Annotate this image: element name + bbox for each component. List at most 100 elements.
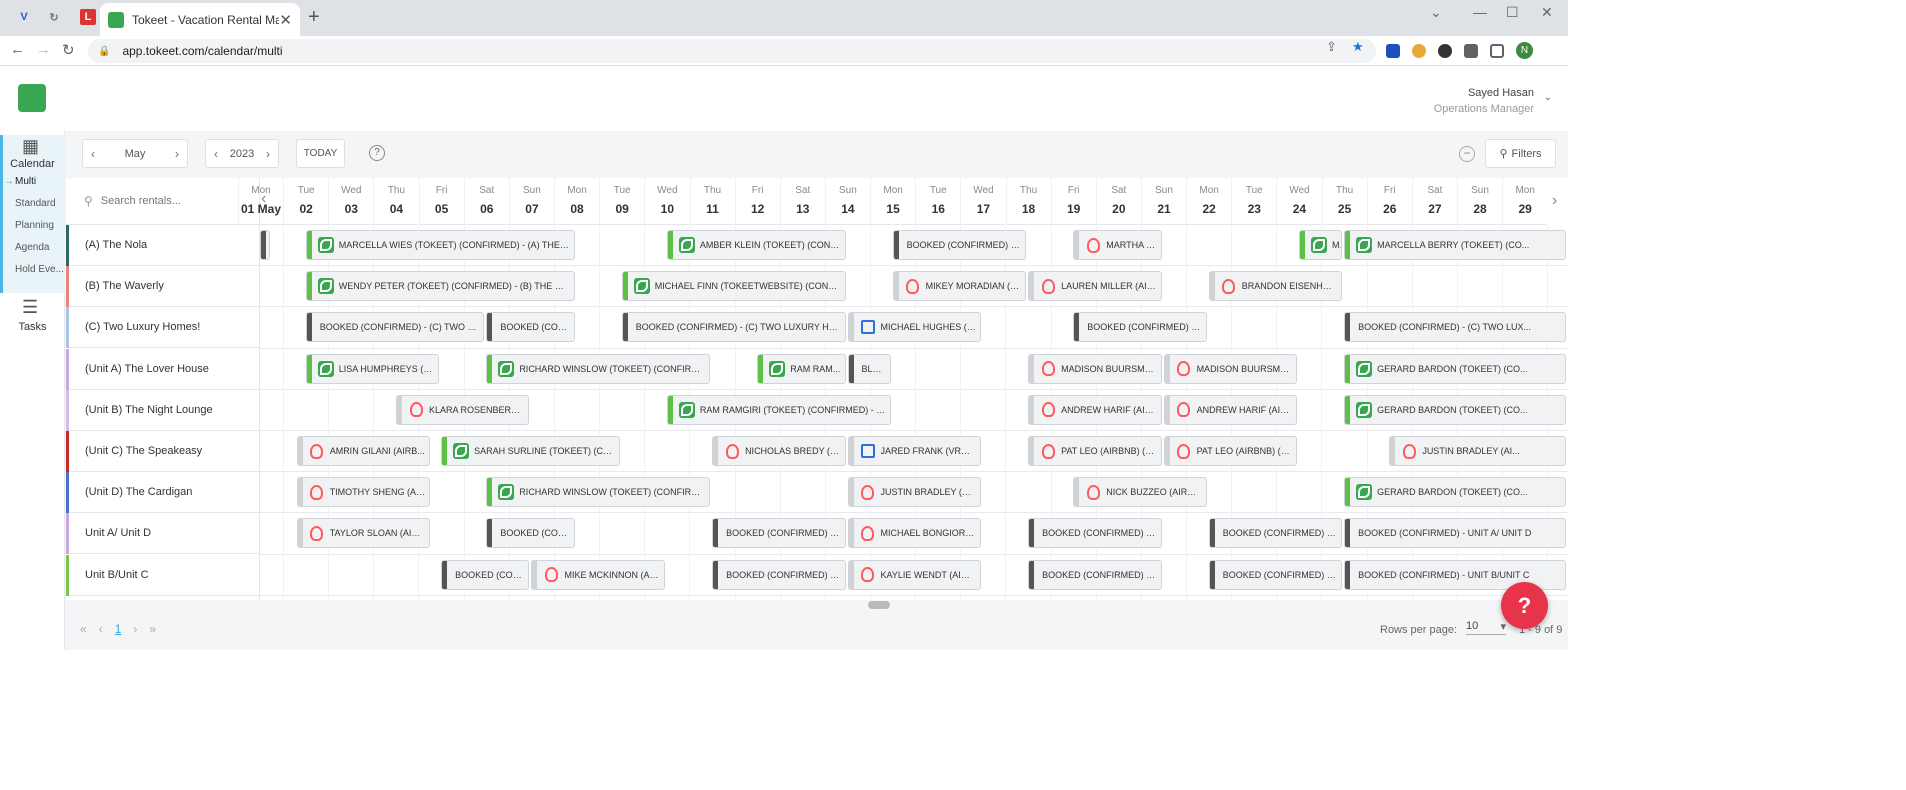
booking-event[interactable]: LISA HUMPHREYS (T... xyxy=(305,353,440,384)
next-month-icon[interactable]: › xyxy=(175,146,179,161)
new-tab-icon[interactable]: + xyxy=(308,6,320,28)
booking-event[interactable]: BOOKED (CONFIRMED) - (A) THE NOLA xyxy=(260,230,270,260)
booking-event[interactable]: RAM RAMGIRI (TOKEET) (CONFIRMED) - (UN..… xyxy=(666,394,891,425)
booking-event[interactable]: BOOKED (CONFIRMED) - U... xyxy=(1208,518,1343,549)
v-extension-icon[interactable] xyxy=(1386,44,1400,58)
rental-row-label[interactable]: (Unit A) The Lover House xyxy=(66,348,259,390)
day-header[interactable]: Tue 02 xyxy=(283,178,329,225)
booking-event[interactable]: KLARA ROSENBERG (... xyxy=(396,394,530,425)
omnibox[interactable]: 🔒 app.tokeet.com/calendar/multi xyxy=(88,39,1376,63)
day-header[interactable]: Thu 04 xyxy=(373,178,419,225)
filters-button[interactable]: ⚲ Filters xyxy=(1485,139,1556,168)
day-header[interactable]: Wed 03 xyxy=(328,178,374,225)
tasks-icon[interactable]: ☰ xyxy=(22,297,39,317)
year-selector[interactable]: ‹ 2023 › xyxy=(205,139,279,168)
rental-row-label[interactable]: Unit B/Unit C xyxy=(66,554,259,596)
day-header[interactable]: Mon 22 xyxy=(1186,178,1232,225)
sidebar-item-multi[interactable]: Multi xyxy=(15,176,37,187)
help-icon[interactable]: ? xyxy=(369,145,385,161)
booking-event[interactable]: GERARD BARDON (TOKEET) (CO... xyxy=(1344,353,1566,384)
booking-event[interactable]: MARCELLA WIES (TOKEET) (CONFIRMED) - (A)… xyxy=(305,230,575,260)
booking-event[interactable]: BOOKED (CONFIRMED) - (C) TWO LUXURY HOME… xyxy=(621,312,846,343)
day-header[interactable]: Sun 07 xyxy=(508,178,554,225)
rental-row-label[interactable]: (Unit D) The Cardigan xyxy=(66,472,259,514)
rental-row-label[interactable]: (C) Two Luxury Homes! xyxy=(66,307,259,349)
booking-event[interactable]: BOOKED (CONFIRMED) - U... xyxy=(712,518,846,549)
bookmark-star-icon[interactable]: ★ xyxy=(1352,39,1364,54)
booking-event[interactable]: MICHAEL BONGIORN... xyxy=(847,518,981,549)
scroll-right-icon[interactable]: › xyxy=(1552,192,1558,209)
day-header[interactable]: Sat 20 xyxy=(1095,178,1141,225)
collapse-icon[interactable]: − xyxy=(1459,146,1475,162)
booking-event[interactable]: AMRIN GILANI (AIRB... xyxy=(296,436,431,466)
booking-event[interactable]: NICHOLAS BREDY (AI... xyxy=(712,436,846,466)
booking-event[interactable]: M xyxy=(1299,230,1343,260)
rows-per-page-select[interactable]: 10 xyxy=(1466,620,1506,635)
sidebar-item-standard[interactable]: Standard xyxy=(15,198,56,209)
booking-event[interactable]: BOOKED (CONFIRMED) - (C) TWO LUX... xyxy=(1344,312,1566,343)
close-tab-icon[interactable]: ✕ xyxy=(279,11,292,29)
booking-event[interactable]: MADISON BUURSMA (... xyxy=(1163,353,1297,384)
day-header[interactable]: Fri 05 xyxy=(418,178,464,225)
booking-event[interactable]: SARAH SURLINE (TOKEET) (CON... xyxy=(441,436,620,466)
booking-event[interactable]: MARTHA B... xyxy=(1073,230,1162,260)
tokeet-logo[interactable] xyxy=(18,84,46,112)
close-window-icon[interactable]: ✕ xyxy=(1541,4,1553,20)
search-input[interactable] xyxy=(100,195,251,207)
booking-event[interactable]: MICHAEL FINN (TOKEETWEBSITE) (CONFIR... xyxy=(621,271,846,302)
day-header[interactable]: Wed 24 xyxy=(1276,178,1322,225)
first-page-icon[interactable]: « xyxy=(80,622,87,636)
back-icon[interactable]: ← xyxy=(10,41,25,58)
day-header[interactable]: Tue 16 xyxy=(915,178,961,225)
next-page-icon[interactable]: › xyxy=(133,622,138,636)
day-header[interactable]: Mon 29 xyxy=(1502,178,1548,225)
day-header[interactable]: Thu 18 xyxy=(1005,178,1051,225)
booking-event[interactable]: PAT LEO (AIRBNB) (C... xyxy=(1163,436,1297,466)
chevron-down-icon[interactable]: ⌄ xyxy=(1430,4,1442,20)
booking-event[interactable]: BOOKED (CONFIRMED) - U... xyxy=(1208,559,1343,590)
prev-month-icon[interactable]: ‹ xyxy=(91,146,95,161)
v-extension-tab-icon[interactable]: V xyxy=(20,11,28,23)
booking-event[interactable]: BLO... xyxy=(847,353,891,384)
day-header[interactable]: Wed 17 xyxy=(960,178,1006,225)
rental-row-label[interactable]: (A) The Nola xyxy=(66,225,259,266)
booking-event[interactable]: BOOKED (CONFIRMED) - UNIT A/ UNIT D xyxy=(1344,518,1566,549)
sidebar-tasks-label[interactable]: Tasks xyxy=(18,321,47,333)
rental-row-label[interactable]: (Unit B) The Night Lounge xyxy=(66,389,259,431)
reload-icon[interactable]: ↻ xyxy=(62,42,75,59)
booking-event[interactable]: MIKE MCKINNON (AIR... xyxy=(531,559,665,590)
current-page[interactable]: 1 xyxy=(114,622,122,636)
day-header[interactable]: Fri 19 xyxy=(1050,178,1096,225)
booking-event[interactable]: BOOKED (CONFIRMED) - (C... xyxy=(1073,312,1207,343)
booking-event[interactable]: ANDREW HARIF (AIRB... xyxy=(1028,394,1162,425)
rental-row-label[interactable]: (B) The Waverly xyxy=(66,266,259,308)
booking-event[interactable]: TAYLOR SLOAN (AIRB... xyxy=(296,518,431,549)
booking-event[interactable]: RICHARD WINSLOW (TOKEET) (CONFIRMED... xyxy=(486,353,711,384)
booking-event[interactable]: MADISON BUURSMA (... xyxy=(1028,353,1162,384)
booking-event[interactable]: LAUREN MILLER (AIRBNB) (CON... xyxy=(1028,271,1162,302)
prev-page-icon[interactable]: ‹ xyxy=(98,622,103,636)
booking-event[interactable]: BOOKED (CONFIRMED) - U... xyxy=(892,230,1027,260)
booking-event[interactable]: BRANDON EISENHAR... xyxy=(1208,271,1343,302)
reload-tab-icon[interactable]: ↻ xyxy=(49,11,59,24)
day-header[interactable]: Sat 13 xyxy=(779,178,825,225)
day-header[interactable]: Sun 21 xyxy=(1141,178,1186,225)
sidebar-item-agenda[interactable]: Agenda xyxy=(15,242,50,253)
month-selector[interactable]: ‹ May › xyxy=(82,139,188,168)
day-header[interactable]: Fri 26 xyxy=(1366,178,1412,225)
today-button[interactable]: TODAY xyxy=(296,139,345,168)
booking-event[interactable]: JUSTIN BRADLEY (AI... xyxy=(847,477,981,508)
forward-icon[interactable]: → xyxy=(36,41,51,58)
day-header[interactable]: Thu 11 xyxy=(689,178,735,225)
day-header[interactable]: Wed 10 xyxy=(644,178,690,225)
user-name[interactable]: Sayed Hasan xyxy=(1467,87,1534,99)
day-header[interactable]: Sun 14 xyxy=(824,178,870,225)
booking-event[interactable]: BOOKED (CONFIRMED) - U... xyxy=(1028,518,1162,549)
extension-icon[interactable] xyxy=(1412,44,1426,58)
day-header[interactable]: Fri 12 xyxy=(734,178,780,225)
booking-event[interactable]: MIKEY MORADIAN (AI... xyxy=(892,271,1027,302)
booking-event[interactable]: GERARD BARDON (TOKEET) (CO... xyxy=(1344,394,1566,425)
prev-year-icon[interactable]: ‹ xyxy=(214,146,218,161)
day-header[interactable]: Thu 25 xyxy=(1321,178,1367,225)
rental-row-label[interactable]: Unit A/ Unit D xyxy=(66,513,259,555)
